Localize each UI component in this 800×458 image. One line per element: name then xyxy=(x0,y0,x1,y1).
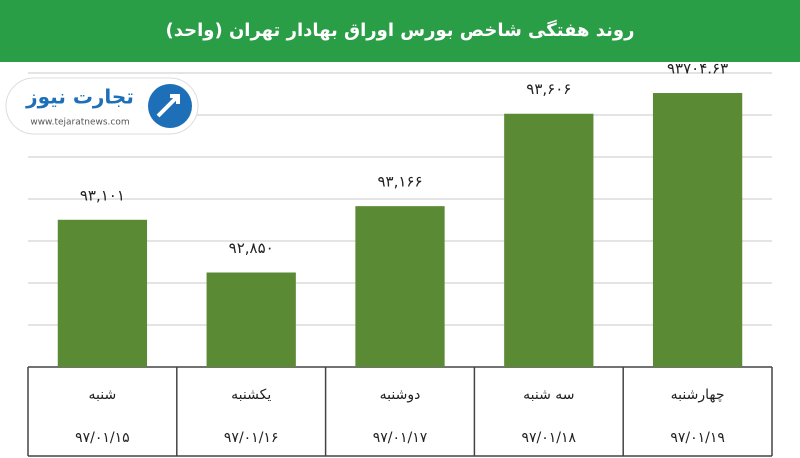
logo-name: تجارت نیوز xyxy=(25,85,134,109)
value-label: ۹۳,۱۶۶ xyxy=(377,173,422,191)
value-label: ۹۳,۶۰۶ xyxy=(526,80,571,98)
logo: تجارت نیوز www.tejaratnews.com xyxy=(5,77,199,135)
logo-badge xyxy=(5,77,199,135)
value-label: ۹۳,۱۰۱ xyxy=(80,186,125,204)
date-label: ۹۷/۰۱/۱۸ xyxy=(522,430,577,446)
logo-arrow xyxy=(156,94,180,118)
bar xyxy=(652,93,743,367)
date-label: ۹۷/۰۱/۱۵ xyxy=(75,430,130,446)
value-label: ۹۲,۸۵۰ xyxy=(229,239,274,257)
header-bar xyxy=(0,0,800,62)
logo-url: www.tejaratnews.com xyxy=(30,118,129,128)
plot: ۹۳,۱۰۱ شنبه ۹۷/۰۱/۱۵ ۹۲,۸۵۰ یکشنبه ۹۷/۰۱/۱۶ ۹۳… xyxy=(27,60,773,457)
bar xyxy=(355,206,445,367)
x-tick-label: سه شنبه xyxy=(523,387,574,403)
bar xyxy=(504,113,594,368)
date-label: ۹۷/۰۱/۱۹ xyxy=(670,430,725,446)
chart-title: روند هفتگی شاخص بورس اوراق بهادار تهران … xyxy=(166,19,635,41)
x-tick-label: یکشنبه xyxy=(231,387,271,403)
bar xyxy=(206,272,296,367)
bar xyxy=(57,219,148,367)
date-label: ۹۷/۰۱/۱۷ xyxy=(373,430,428,446)
date-label: ۹۷/۰۱/۱۶ xyxy=(224,430,279,446)
x-tick-label: شنبه xyxy=(89,387,117,403)
x-tick-label: دوشنبه xyxy=(380,387,421,403)
value-label: ۹۳۷۰۴.۶۳ xyxy=(667,60,728,78)
x-tick-label: چهارشنبه xyxy=(671,387,725,403)
